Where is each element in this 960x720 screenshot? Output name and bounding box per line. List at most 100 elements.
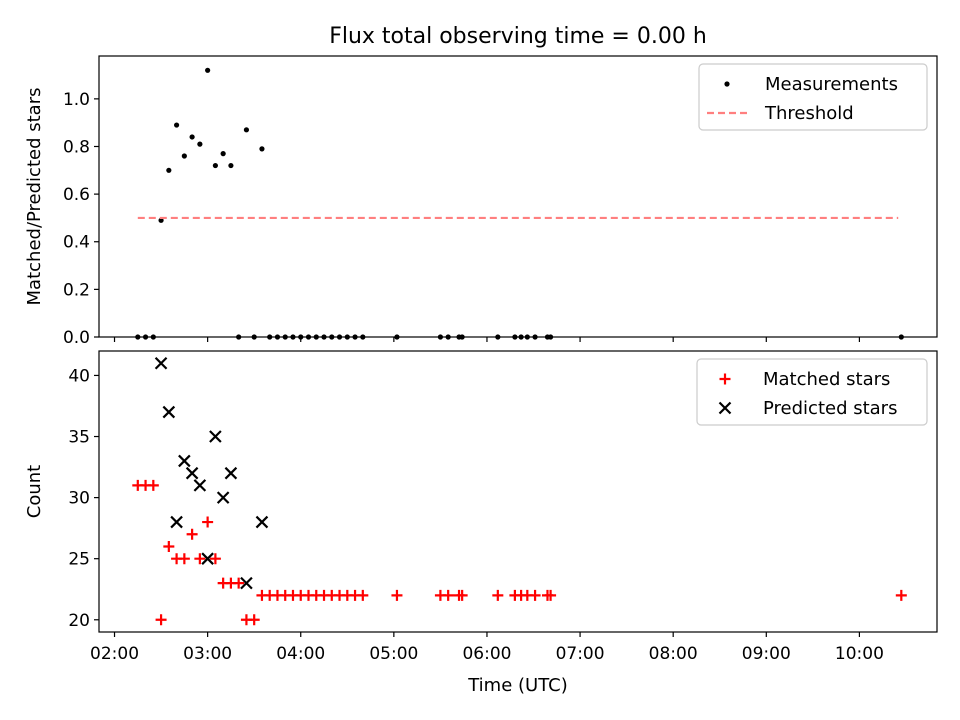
y-tick-label: 1.0 [63, 90, 90, 110]
y-tick-label: 0.6 [63, 185, 90, 205]
data-point [895, 589, 907, 601]
data-point [163, 540, 175, 552]
axes-frame [98, 55, 938, 338]
data-point [185, 466, 199, 480]
data-point [274, 334, 281, 340]
data-point [532, 334, 538, 340]
x-tick-label: 04:00 [276, 644, 325, 664]
data-point [442, 589, 454, 601]
x-tick-label: 03:00 [183, 644, 232, 664]
series-matched-stars [132, 479, 907, 626]
data-point [186, 528, 198, 540]
data-point [545, 589, 557, 601]
data-point [194, 553, 206, 565]
data-point [360, 334, 366, 340]
data-point [437, 334, 444, 340]
legend-label: Threshold [764, 103, 854, 124]
data-point [298, 334, 304, 340]
data-point [170, 515, 183, 529]
x-tick-label: 05:00 [369, 644, 418, 664]
data-point [459, 334, 465, 340]
data-point [155, 614, 167, 626]
data-point [259, 146, 265, 152]
legend: Matched stars Predicted stars [696, 358, 928, 426]
data-point [305, 334, 312, 340]
data-point [547, 334, 554, 340]
data-point [329, 334, 335, 340]
data-point [240, 576, 253, 590]
data-point [212, 162, 218, 169]
data-point [142, 334, 149, 340]
data-point [233, 577, 245, 589]
x-tick-label: 02:00 [90, 644, 139, 664]
x-axis-label: Time (UTC) [467, 675, 568, 696]
data-point [181, 153, 187, 159]
data-point [394, 334, 400, 340]
data-point [162, 405, 176, 419]
data-point [202, 516, 214, 528]
y-tick-label: 0.4 [63, 233, 90, 253]
data-point [154, 356, 168, 370]
legend-label: Matched stars [763, 369, 890, 390]
data-point [495, 334, 501, 340]
data-point [147, 479, 159, 491]
data-point [228, 162, 234, 169]
series-predicted-stars [154, 356, 269, 590]
axes-frame [98, 350, 938, 633]
data-point [173, 122, 180, 128]
legend-frame [698, 63, 928, 131]
data-point [255, 515, 269, 529]
data-point [290, 334, 296, 340]
legend: Measurements Threshold [698, 63, 928, 131]
data-point [529, 589, 541, 601]
data-point [178, 454, 191, 468]
legend-swatch [718, 401, 732, 415]
legend-label: Measurements [765, 74, 898, 95]
data-point [524, 334, 530, 340]
data-point [209, 430, 222, 443]
legend-swatch [724, 81, 730, 87]
legend-frame [696, 358, 928, 426]
data-point [313, 334, 319, 340]
x-tick-label: 06:00 [462, 644, 511, 664]
data-point [135, 334, 141, 340]
data-point [357, 589, 369, 601]
y-tick-label: 25 [68, 550, 90, 570]
data-point [492, 589, 504, 601]
data-point [201, 552, 214, 565]
y-axis-label: Matched/Predicted stars [24, 88, 45, 306]
data-point [224, 466, 238, 480]
data-point [512, 334, 518, 340]
top-panel: 0.0 0.2 0.4 0.6 0.8 1.0 Matched/Predicted star… [24, 55, 938, 348]
data-point [391, 589, 403, 601]
y-tick-label: 20 [68, 611, 90, 631]
data-point [344, 334, 350, 340]
chart-title: Flux total observing time = 0.00 h [329, 24, 707, 49]
data-point [251, 334, 257, 340]
data-point [205, 67, 211, 73]
data-point [189, 134, 195, 140]
y-tick-label: 30 [68, 489, 90, 509]
y-tick-label: 0.0 [63, 328, 90, 348]
data-point [209, 553, 221, 565]
data-point [336, 334, 343, 340]
y-tick-label: 0.8 [63, 137, 90, 157]
data-point [518, 334, 524, 340]
bottom-panel: 20 25 30 35 40 02:00 03:00 04:00 05:00 06:00 07:00… [24, 350, 938, 664]
data-point [898, 334, 904, 340]
y-tick-label: 40 [68, 366, 90, 386]
data-point [267, 334, 273, 340]
data-point [166, 167, 172, 173]
x-tick-label: 07:00 [556, 644, 605, 664]
legend-swatch [719, 373, 731, 385]
data-point [236, 334, 242, 340]
series-measurements [135, 67, 904, 340]
y-tick-label: 35 [68, 428, 90, 448]
x-tick-label: 08:00 [649, 644, 698, 664]
data-point [220, 151, 226, 157]
data-point [352, 334, 358, 340]
data-point [216, 491, 230, 504]
data-point [178, 553, 190, 565]
data-point [456, 589, 468, 601]
